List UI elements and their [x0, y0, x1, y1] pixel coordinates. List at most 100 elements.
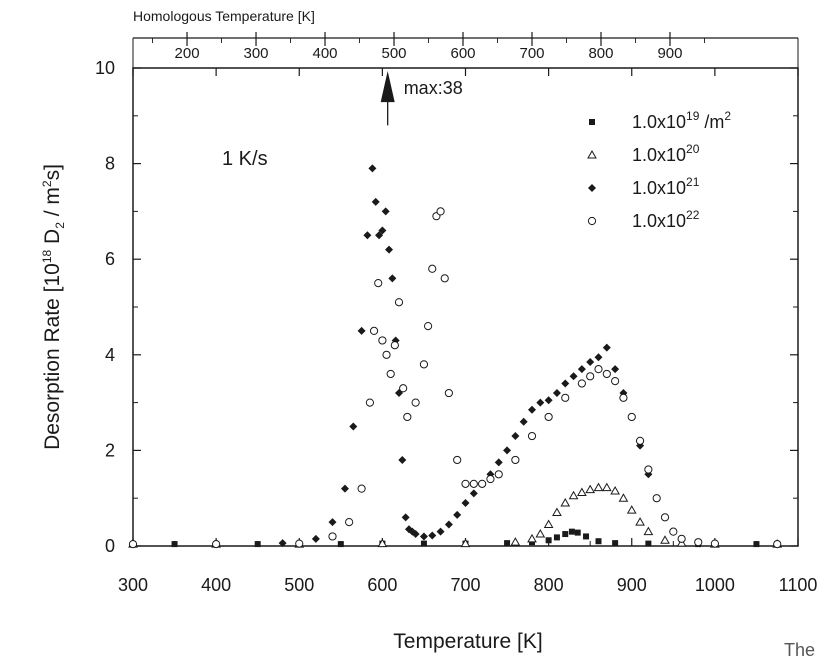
- data-point: [444, 520, 453, 529]
- data-point: [773, 539, 782, 549]
- data-point: [377, 538, 388, 548]
- data-point: [577, 487, 587, 496]
- legend-label: 1.0x1022: [632, 208, 700, 231]
- data-point: [381, 207, 390, 216]
- data-point: [386, 369, 395, 379]
- data-point: [660, 535, 670, 544]
- data-point: [602, 343, 611, 352]
- data-point: [461, 498, 470, 507]
- data-point: [428, 264, 437, 273]
- data-point: [574, 529, 581, 536]
- data-point: [436, 527, 445, 536]
- y-tick-labels: 0 2 4 6 8 10: [95, 58, 115, 556]
- data-point: [340, 484, 349, 493]
- data-points: [128, 164, 783, 549]
- rate-annotation: 1 K/s: [222, 148, 268, 170]
- data-point: [544, 412, 553, 422]
- data-point: [618, 493, 629, 502]
- data-point: [569, 372, 578, 381]
- data-point: [390, 341, 399, 350]
- data-point: [583, 533, 590, 540]
- data-point: [619, 393, 628, 402]
- data-point: [419, 532, 428, 541]
- data-point: [594, 365, 603, 374]
- top-tick-label: 300: [244, 45, 269, 62]
- data-point: [577, 379, 586, 388]
- y-tick-label: 2: [105, 440, 115, 460]
- data-point: [363, 231, 372, 240]
- data-point: [586, 357, 595, 366]
- y-axis-title: Desorption Rate [1018 D2 / m2s]: [40, 164, 67, 450]
- data-point: [560, 497, 571, 507]
- data-point: [585, 484, 596, 494]
- data-point: [593, 482, 604, 492]
- top-tick-label: 200: [175, 45, 200, 62]
- data-point: [328, 532, 337, 541]
- legend-label: 1.0x1021: [632, 175, 700, 198]
- data-point: [378, 336, 387, 345]
- data-point: [753, 541, 760, 548]
- data-point: [645, 540, 652, 547]
- data-point: [552, 507, 562, 517]
- data-point: [568, 490, 579, 500]
- data-point: [610, 486, 620, 495]
- legend-marker: [587, 216, 597, 226]
- data-point: [544, 396, 553, 405]
- data-point: [411, 530, 420, 539]
- data-point: [553, 534, 560, 541]
- data-point: [385, 245, 394, 254]
- data-point: [612, 540, 619, 547]
- legend-marker: [587, 149, 597, 159]
- data-point: [511, 455, 520, 465]
- data-point: [440, 274, 449, 283]
- data-point: [453, 510, 462, 519]
- data-point: [677, 534, 686, 543]
- data-point: [349, 422, 358, 431]
- data-point: [365, 398, 375, 407]
- data-point: [595, 538, 602, 545]
- data-point: [423, 322, 433, 331]
- data-point: [635, 436, 645, 445]
- data-point: [453, 455, 462, 465]
- data-point: [401, 513, 410, 522]
- data-point: [577, 365, 586, 374]
- data-point: [337, 541, 344, 548]
- legend-marker: [588, 184, 596, 192]
- top-tick-label: 400: [313, 45, 338, 62]
- data-point: [660, 513, 670, 522]
- data-point: [561, 393, 570, 402]
- x-tick-label: 800: [534, 575, 564, 595]
- data-point: [494, 470, 503, 479]
- data-point: [128, 539, 138, 549]
- top-tick-label: 700: [519, 45, 544, 62]
- data-point: [419, 360, 429, 369]
- top-tick-label: 600: [450, 45, 475, 62]
- data-point: [345, 518, 354, 527]
- data-point: [503, 446, 512, 455]
- data-point: [643, 526, 654, 536]
- data-point: [611, 376, 620, 386]
- max-arrow-head: [380, 71, 395, 103]
- data-point: [295, 539, 304, 548]
- data-point: [694, 538, 703, 547]
- data-point: [552, 389, 561, 398]
- legend-label: 1.0x1019 /m2: [632, 109, 731, 132]
- y-tick-label: 10: [95, 58, 115, 78]
- x-tick-label: 600: [367, 575, 397, 595]
- data-point: [561, 379, 570, 388]
- x-tick-label: 1000: [695, 575, 735, 595]
- plot-frame: [132, 67, 799, 547]
- top-tick-label: 800: [588, 45, 613, 62]
- top-tick-label: 500: [381, 45, 406, 62]
- data-point: [278, 539, 287, 548]
- data-point: [635, 517, 645, 526]
- data-point: [444, 388, 453, 398]
- data-point: [371, 197, 380, 206]
- top-tick-labels: 200 300 400 500 600 700 800 900: [175, 45, 683, 62]
- data-point: [519, 417, 528, 426]
- y-tick-label: 6: [105, 249, 115, 269]
- cropped-caption-text: The: [784, 640, 816, 660]
- data-point: [644, 465, 653, 474]
- data-point: [494, 458, 503, 467]
